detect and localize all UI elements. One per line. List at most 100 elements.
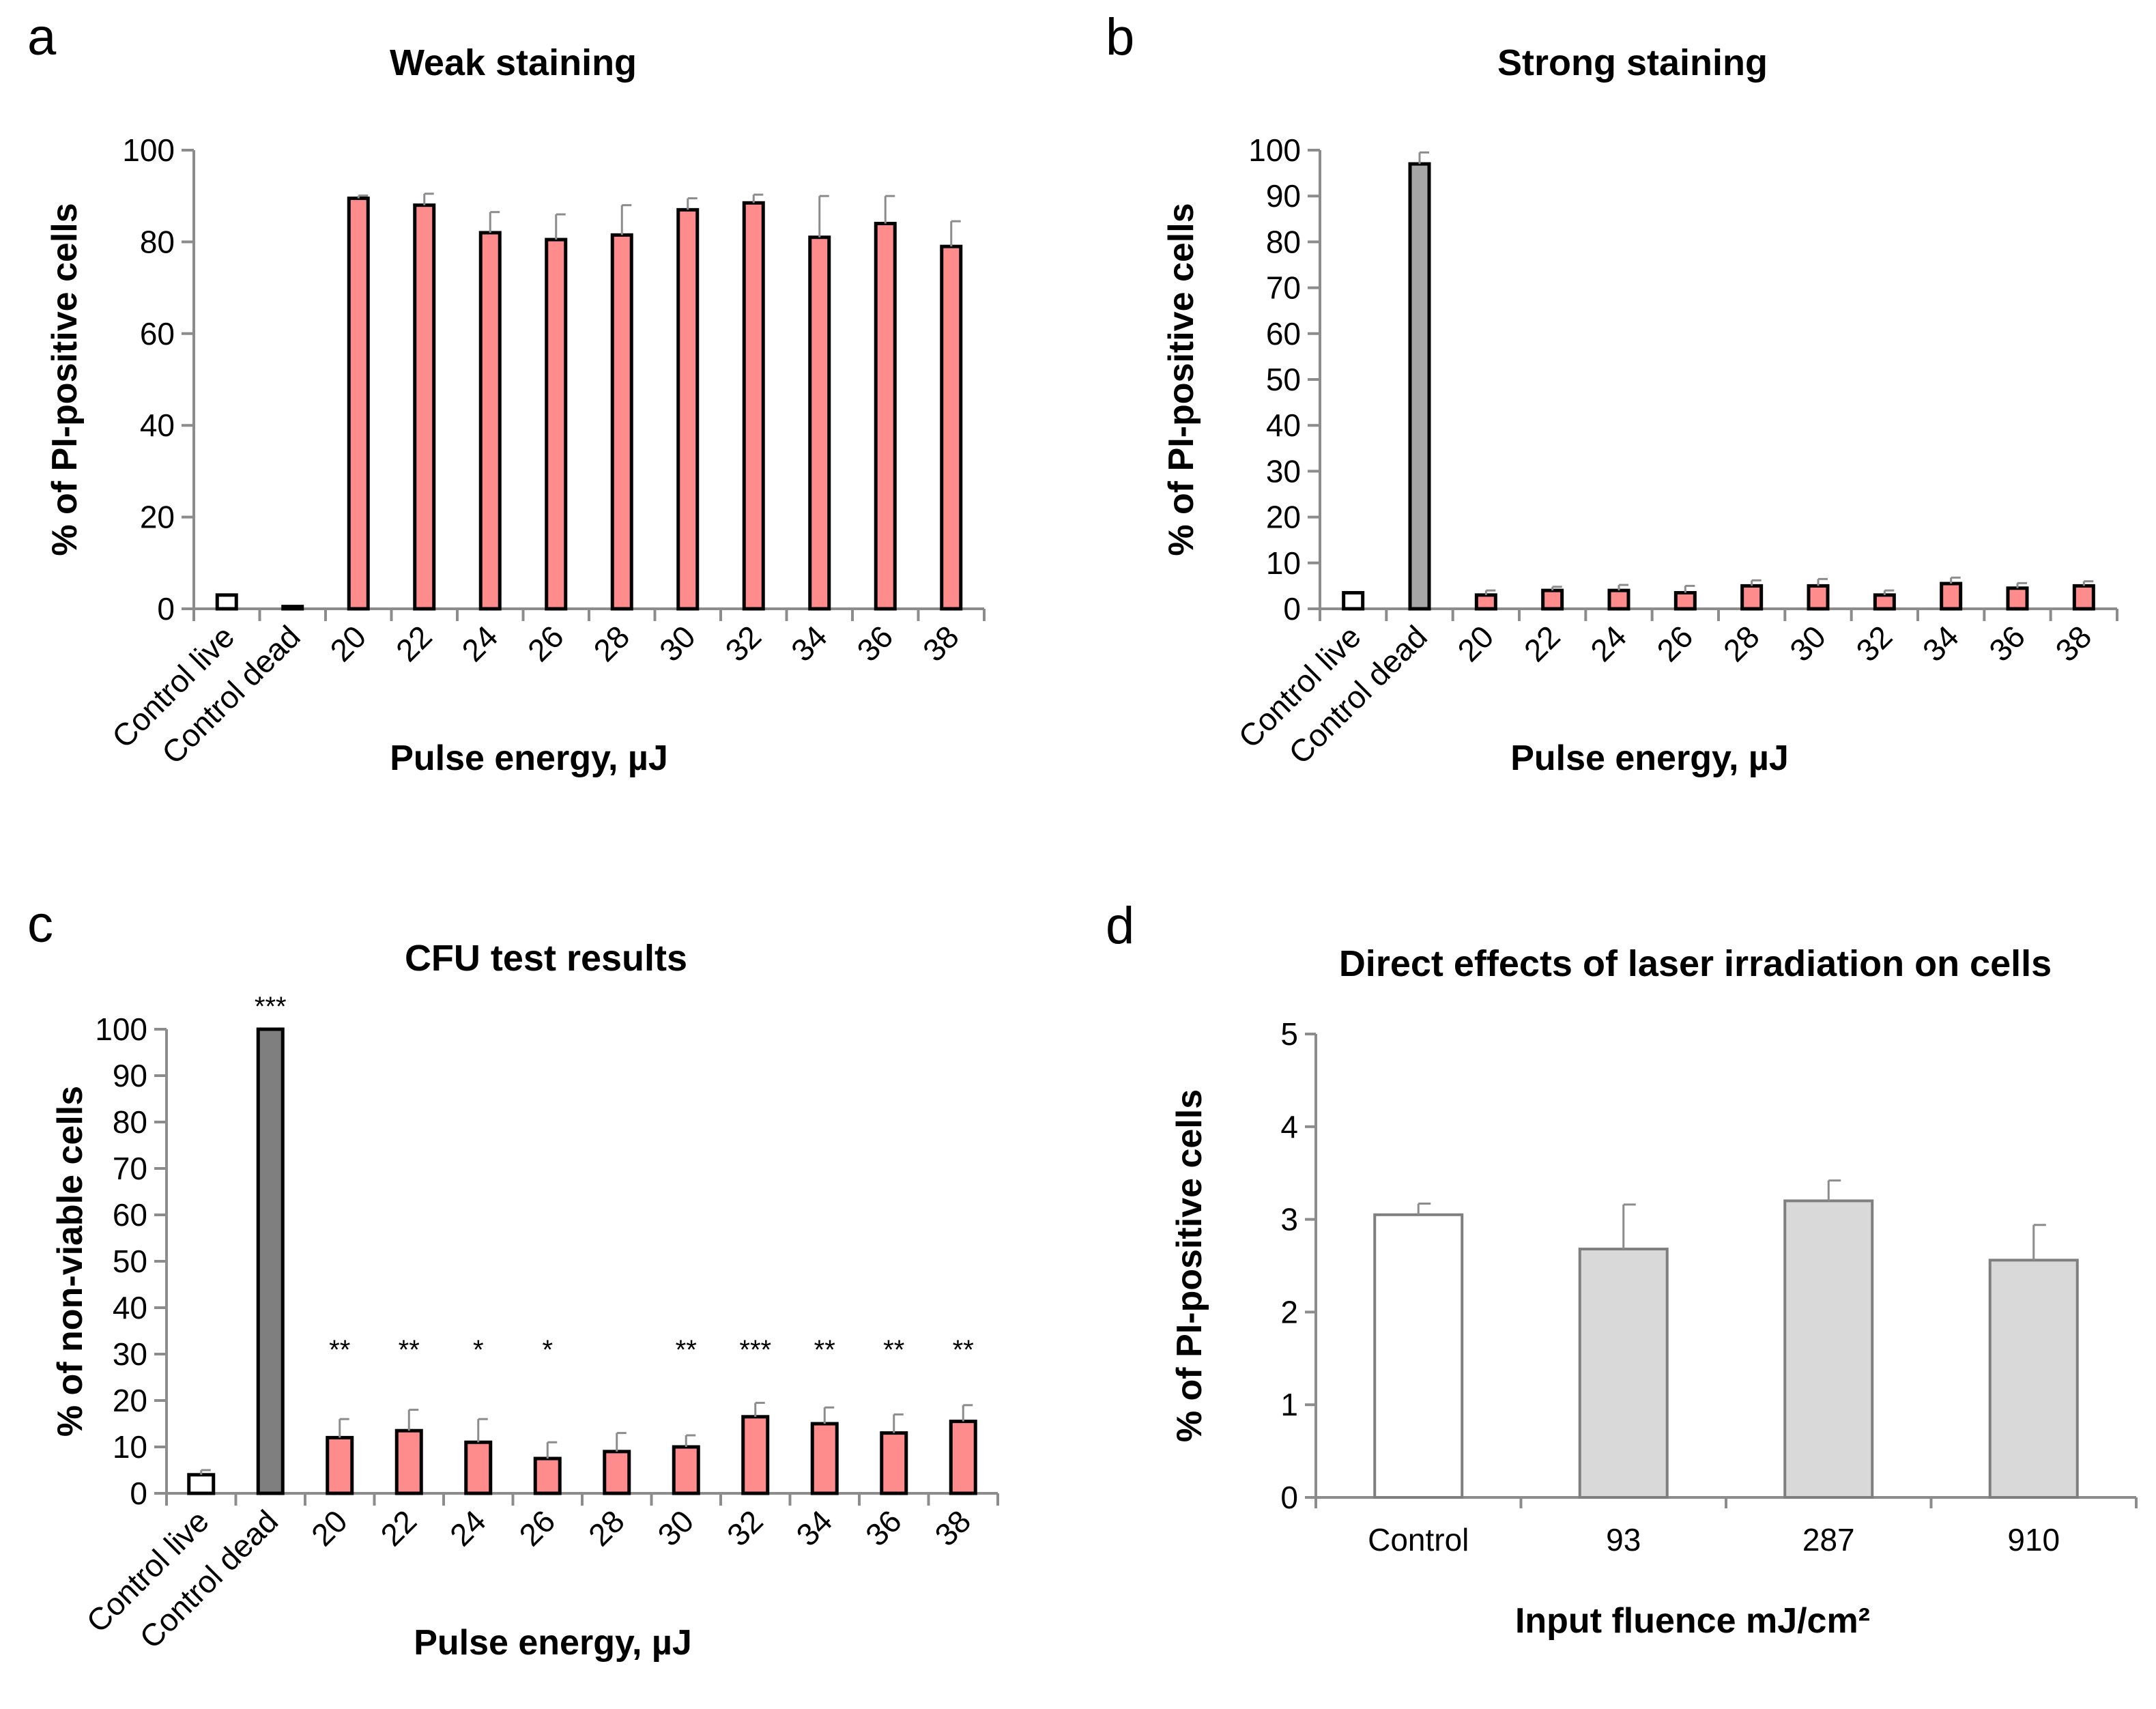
bar <box>256 1027 285 1495</box>
bar <box>533 1456 562 1495</box>
y-tick-label: 60 <box>1266 316 1301 351</box>
category-label: 28 <box>1716 618 1766 668</box>
significance-mark: ** <box>676 1335 697 1365</box>
category-label: 30 <box>1783 618 1832 668</box>
y-tick-label: 80 <box>113 1104 147 1140</box>
category-label: 38 <box>928 1503 977 1553</box>
bar <box>676 207 700 611</box>
x-axis-label: Input fluence mJ/cm² <box>1515 1601 1870 1641</box>
bar <box>1373 1213 1464 1499</box>
chart-b: b Strong staining0102030405060708090100Co… <box>1106 8 2118 778</box>
y-tick-label: 70 <box>113 1151 147 1186</box>
y-tick-label: 10 <box>1266 545 1301 581</box>
y-tick-label: 5 <box>1280 1016 1298 1052</box>
y-tick-label: 20 <box>1266 500 1301 535</box>
y-tick-label: 40 <box>1266 407 1301 443</box>
category-label: 93 <box>1606 1522 1641 1557</box>
bar <box>1607 588 1630 611</box>
y-tick-label: 100 <box>122 132 175 168</box>
category-label: 26 <box>1650 618 1699 668</box>
category-label: 20 <box>1450 618 1500 668</box>
bar <box>1940 581 1963 611</box>
y-tick-label: 70 <box>1266 270 1301 306</box>
y-tick-label: 50 <box>113 1244 147 1279</box>
y-tick-label: 30 <box>113 1336 147 1372</box>
category-label: 22 <box>1517 618 1567 668</box>
bar <box>1783 1199 1874 1499</box>
category-label: 36 <box>859 1503 908 1553</box>
bar <box>742 201 765 611</box>
category-label: 22 <box>373 1503 423 1553</box>
y-tick-label: 60 <box>113 1197 147 1233</box>
category-label: 36 <box>850 618 900 668</box>
category-label: 26 <box>521 618 571 668</box>
y-tick-label: 50 <box>1266 362 1301 397</box>
bar <box>464 1440 493 1495</box>
category-label: 34 <box>789 1503 839 1553</box>
y-tick-label: 60 <box>140 316 175 351</box>
significance-mark: * <box>542 1335 553 1365</box>
bar <box>347 197 370 611</box>
x-axis-label: Pulse energy, µJ <box>390 738 668 778</box>
panel-letter: d <box>1106 897 1134 955</box>
bar <box>413 203 436 611</box>
chart-d: d Direct effects of laser irradiation on … <box>1106 897 2138 1641</box>
y-tick-label: 0 <box>1280 1480 1298 1515</box>
panel-letter: c <box>27 895 53 953</box>
category-label: 28 <box>581 1503 631 1553</box>
bar <box>545 238 568 611</box>
bar <box>1474 593 1497 611</box>
panel-letter: a <box>27 8 57 66</box>
bar <box>603 1450 631 1495</box>
y-tick-label: 100 <box>1248 132 1301 168</box>
bar <box>1342 590 1365 611</box>
category-label: 30 <box>652 618 702 668</box>
category-label: 24 <box>455 618 504 668</box>
bar <box>808 235 831 611</box>
y-tick-label: 10 <box>113 1429 147 1465</box>
y-axis-label: % of non-viable cells <box>51 1086 90 1437</box>
category-label: 32 <box>720 1503 770 1553</box>
bar <box>1807 584 1830 611</box>
significance-mark: *** <box>739 1335 771 1365</box>
category-label: 26 <box>512 1503 562 1553</box>
bar <box>874 222 897 611</box>
chart-title: Weak staining <box>390 42 637 83</box>
category-label: 36 <box>1982 618 2032 668</box>
y-tick-label: 1 <box>1280 1387 1298 1422</box>
bar <box>478 231 502 611</box>
category-label: 34 <box>784 618 834 668</box>
bar <box>741 1415 770 1495</box>
y-axis-label: % of PI-positive cells <box>1170 1089 1209 1442</box>
category-label: 32 <box>718 618 768 668</box>
category-label: 24 <box>443 1503 493 1553</box>
significance-mark: ** <box>814 1335 835 1365</box>
y-tick-label: 2 <box>1280 1294 1298 1330</box>
category-label: 30 <box>650 1503 700 1553</box>
bar <box>1873 593 1896 611</box>
y-tick-label: 80 <box>140 224 175 259</box>
y-tick-label: 40 <box>140 407 175 443</box>
x-axis-label: Pulse energy, µJ <box>414 1623 692 1663</box>
y-tick-label: 0 <box>130 1476 147 1511</box>
significance-mark: * <box>473 1335 484 1365</box>
bar <box>949 1420 977 1495</box>
bar <box>610 233 633 611</box>
bar <box>940 244 963 611</box>
bar <box>281 605 304 611</box>
category-label: 20 <box>323 618 373 668</box>
y-axis-label: % of PI-positive cells <box>45 203 85 556</box>
bar <box>1541 588 1564 611</box>
significance-mark: ** <box>953 1335 974 1365</box>
chart-title: CFU test results <box>405 938 687 979</box>
bar <box>1578 1248 1669 1499</box>
bar <box>880 1431 908 1495</box>
y-tick-label: 30 <box>1266 453 1301 489</box>
category-label: 287 <box>1802 1522 1855 1557</box>
bar <box>672 1445 700 1495</box>
bar <box>215 593 238 611</box>
bar <box>2006 586 2029 611</box>
